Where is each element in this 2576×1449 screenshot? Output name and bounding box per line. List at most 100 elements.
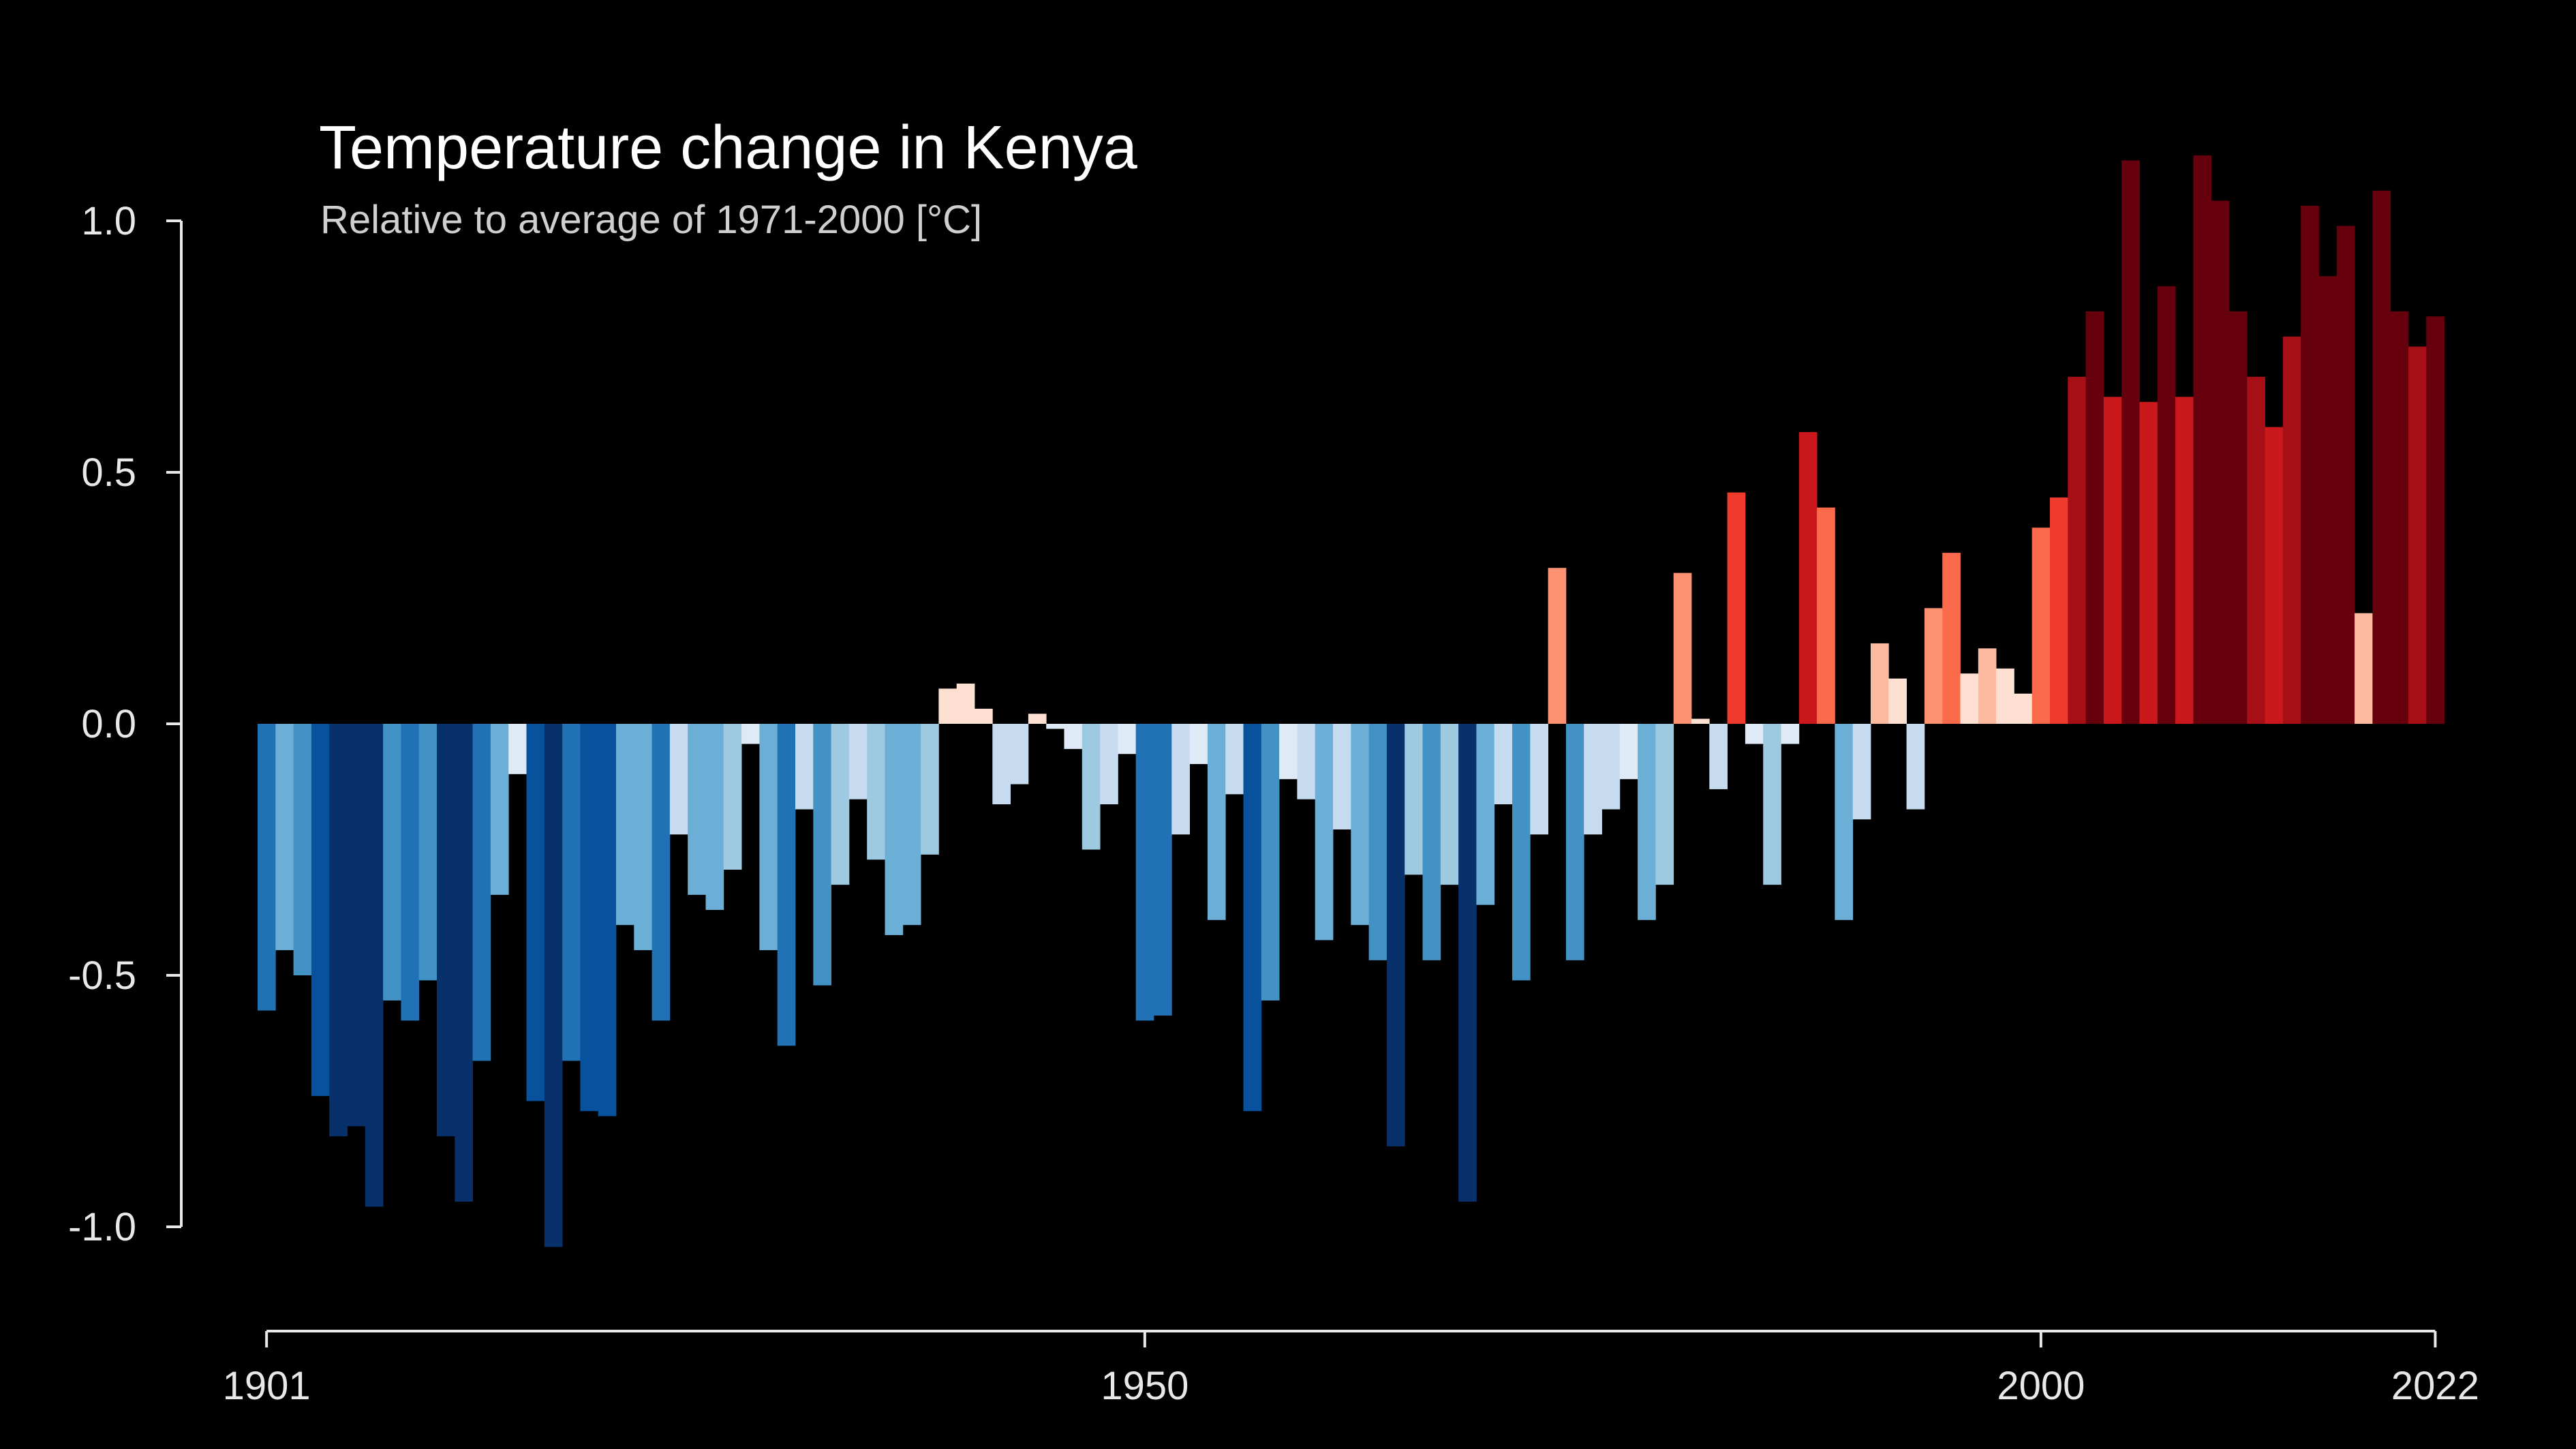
bar-2000	[2031, 528, 2051, 724]
bar-1963	[1368, 724, 1387, 960]
bar-1945	[1046, 724, 1064, 729]
bar-1931	[795, 724, 814, 810]
bar-1927	[723, 724, 742, 870]
bar-1909	[401, 724, 420, 1021]
bar-1921	[616, 724, 634, 926]
bar-1915	[508, 724, 527, 774]
bar-1913	[472, 724, 491, 1061]
bar-1965	[1405, 724, 1423, 875]
bar-1999	[2014, 693, 2033, 724]
bar-2007	[2157, 286, 2176, 724]
bars-group	[258, 155, 2444, 1247]
bar-1912	[455, 724, 473, 1202]
bar-1980	[1673, 573, 1692, 724]
bar-1954	[1207, 724, 1226, 920]
x-axis: 1901 1950 2000 2022	[223, 1330, 2479, 1408]
bar-1906	[347, 724, 366, 1127]
bar-1983	[1727, 492, 1746, 724]
bar-1941	[975, 708, 993, 724]
bar-1902	[275, 724, 294, 951]
bar-1959	[1297, 724, 1316, 799]
bar-1949	[1118, 724, 1137, 754]
bar-1951	[1154, 724, 1172, 1016]
bar-1903	[293, 724, 312, 975]
y-tick-label: 0.5	[81, 451, 136, 495]
bar-1922	[634, 724, 652, 951]
bar-1905	[329, 724, 348, 1137]
bar-1996	[1960, 673, 1979, 724]
bar-1919	[580, 724, 599, 1112]
bar-2002	[2068, 376, 2086, 724]
bar-1917	[544, 724, 563, 1247]
bar-1960	[1315, 724, 1334, 941]
bar-1989	[1835, 724, 1854, 920]
bar-1939	[938, 688, 957, 724]
bar-1997	[1978, 648, 1997, 724]
bar-2013	[2265, 427, 2284, 724]
bar-1969	[1476, 724, 1495, 905]
bar-1973	[1548, 568, 1567, 724]
bar-1979	[1655, 724, 1674, 885]
bar-1930	[777, 724, 796, 1046]
bar-1928	[741, 724, 760, 744]
bar-1967	[1440, 724, 1459, 885]
bar-1901	[258, 724, 276, 1011]
bar-1937	[902, 724, 921, 926]
x-tick-label: 1901	[223, 1364, 311, 1408]
x-tick-label: 2022	[2391, 1364, 2479, 1408]
bar-2008	[2175, 397, 2194, 724]
bar-1920	[598, 724, 617, 1116]
bar-1974	[1565, 724, 1584, 960]
bar-2011	[2229, 311, 2248, 724]
bar-1932	[813, 724, 831, 986]
bar-2022	[2426, 316, 2444, 724]
bar-1972	[1530, 724, 1548, 835]
bar-1924	[669, 724, 688, 835]
bar-2014	[2282, 336, 2301, 724]
bar-1964	[1386, 724, 1405, 1146]
bar-1936	[885, 724, 904, 935]
y-tick-label: 0.0	[81, 702, 136, 746]
bar-1982	[1709, 724, 1728, 789]
bar-1956	[1243, 724, 1262, 1112]
bar-1929	[759, 724, 778, 951]
bar-1992	[1888, 678, 1907, 724]
bar-1910	[418, 724, 438, 981]
bar-1991	[1871, 643, 1889, 724]
bar-1916	[526, 724, 545, 1101]
chart-subtitle: Relative to average of 1971-2000 [°C]	[320, 198, 982, 242]
bar-2021	[2408, 346, 2427, 724]
bar-1914	[490, 724, 509, 895]
bar-1987	[1798, 431, 1818, 724]
bar-1948	[1100, 724, 1118, 805]
bar-1962	[1351, 724, 1369, 926]
bar-2020	[2390, 311, 2409, 724]
bar-1995	[1942, 553, 1961, 724]
x-tick-label: 1950	[1101, 1364, 1189, 1408]
bar-1958	[1279, 724, 1298, 780]
y-tick-label: 1.0	[81, 199, 136, 243]
bar-1993	[1906, 724, 1925, 810]
bar-2017	[2336, 226, 2355, 724]
bar-2019	[2372, 190, 2391, 724]
bar-2005	[2121, 160, 2140, 724]
bar-1977	[1619, 724, 1638, 780]
bar-2009	[2193, 155, 2212, 724]
y-tick-label: -0.5	[68, 954, 136, 998]
bar-1946	[1064, 724, 1083, 749]
bar-1994	[1924, 608, 1943, 724]
bar-1966	[1422, 724, 1441, 960]
bar-1938	[921, 724, 939, 855]
bar-1981	[1691, 718, 1710, 724]
y-axis: 1.0 0.5 0.0 -0.5 -1.0	[68, 199, 183, 1249]
bar-1971	[1512, 724, 1531, 981]
bar-1940	[956, 683, 975, 724]
bar-1935	[867, 724, 885, 860]
bar-1934	[848, 724, 868, 799]
bar-2010	[2211, 200, 2230, 724]
bar-1943	[1010, 724, 1029, 784]
bar-1978	[1638, 724, 1656, 920]
bar-1986	[1781, 724, 1800, 744]
bar-1990	[1852, 724, 1871, 820]
